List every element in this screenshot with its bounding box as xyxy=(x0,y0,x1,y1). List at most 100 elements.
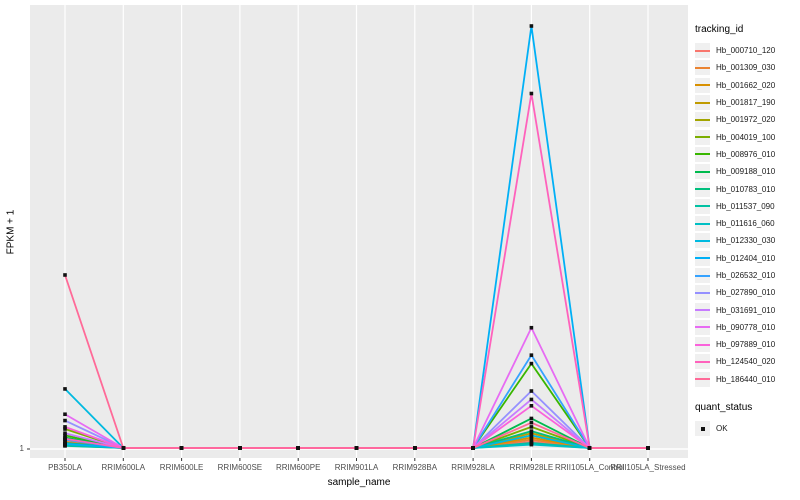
point-marker xyxy=(529,429,534,433)
x-tick-label-3: RRIM600SE xyxy=(217,463,263,472)
legend-key-line-icon xyxy=(695,136,710,139)
point-marker xyxy=(63,433,67,438)
legend-item-label: Hb_004019_100 xyxy=(716,132,776,142)
legend-key-line-icon xyxy=(695,153,710,156)
legend-item-Hb_001662_020: Hb_001662_020 xyxy=(695,77,799,94)
point-marker xyxy=(529,420,534,425)
ok-square-marker-icon xyxy=(700,426,705,431)
point-marker xyxy=(471,446,475,450)
legend-key-box xyxy=(695,233,710,249)
legend-item-Hb_012330_030: Hb_012330_030 xyxy=(695,232,799,249)
point-marker xyxy=(529,435,534,440)
point-marker xyxy=(529,425,534,429)
legend-item-Hb_012404_010: Hb_012404_010 xyxy=(695,250,799,267)
legend-key-line-icon xyxy=(695,326,710,329)
legend-item-label: Hb_001309_030 xyxy=(716,63,776,73)
legend-key-box xyxy=(695,319,710,335)
point-marker xyxy=(529,442,534,447)
legend-item-Hb_001817_190: Hb_001817_190 xyxy=(695,94,799,111)
legend-key-box xyxy=(695,181,710,197)
legend-key-box xyxy=(695,268,710,283)
point-marker xyxy=(238,446,242,450)
legend-item-Hb_011616_060: Hb_011616_060 xyxy=(695,215,799,232)
legend: tracking_id Hb_000710_120 Hb_001309_030 Hb… xyxy=(695,24,799,437)
legend-item-label: Hb_011537_090 xyxy=(716,201,775,211)
point-marker xyxy=(63,418,67,423)
legend-item-label: Hb_001972_020 xyxy=(716,115,776,125)
legend-item-label: OK xyxy=(716,424,728,434)
point-marker xyxy=(63,412,67,417)
legend-item-Hb_027890_010: Hb_027890_010 xyxy=(695,284,799,301)
legend-key-box xyxy=(695,146,710,162)
legend-key-line-icon xyxy=(695,378,710,381)
legend-item-Hb_124540_020: Hb_124540_020 xyxy=(695,353,799,370)
point-marker xyxy=(529,353,534,357)
legend-title-tracking-id: tracking_id xyxy=(695,24,744,35)
legend-key-box xyxy=(695,216,710,232)
legend-item-label: Hb_001817_190 xyxy=(716,98,776,108)
legend-key-box xyxy=(695,302,710,318)
point-marker xyxy=(63,441,67,446)
x-tick-label-5: RRIM901LA xyxy=(334,463,379,472)
y-axis-tick-label: 1 xyxy=(19,444,24,453)
point-marker xyxy=(529,91,534,96)
point-marker xyxy=(529,404,534,408)
legend-item-Hb_186440_010: Hb_186440_010 xyxy=(695,371,799,388)
point-marker xyxy=(529,397,534,402)
point-marker xyxy=(529,325,534,330)
legend-item-label: Hb_000710_120 xyxy=(716,46,776,56)
legend-key-box xyxy=(695,43,710,59)
legend-item-label: Hb_186440_010 xyxy=(716,374,776,384)
legend-key-line-icon xyxy=(695,360,710,363)
legend-item-Hb_090778_010: Hb_090778_010 xyxy=(695,319,799,336)
x-tick-label-0: PB350LA xyxy=(48,463,82,472)
point-marker xyxy=(179,446,184,450)
point-marker xyxy=(529,431,534,436)
x-tick-label-10: RRII105LA_Stressed xyxy=(610,463,686,472)
legend-item-label: Hb_011616_060 xyxy=(716,219,775,229)
legend-key-box xyxy=(695,164,710,180)
legend-key-box xyxy=(695,198,710,214)
legend-item-ok: OK xyxy=(695,420,799,437)
legend-key-box xyxy=(695,60,710,76)
legend-key-box xyxy=(695,421,710,437)
legend-item-label: Hb_031691_010 xyxy=(716,305,776,315)
x-tick-label-7: RRIM928LA xyxy=(451,463,495,472)
legend-item-Hb_011537_090: Hb_011537_090 xyxy=(695,198,799,215)
legend-item-Hb_001309_030: Hb_001309_030 xyxy=(695,59,799,76)
point-marker xyxy=(63,273,67,277)
x-tick-label-4: RRIM600PE xyxy=(275,463,321,472)
point-marker xyxy=(529,433,534,438)
legend-key-line-icon xyxy=(695,170,710,173)
legend-key-line-icon xyxy=(695,101,710,104)
x-tick-label-9: RRII105LA_Control xyxy=(555,463,625,472)
x-axis-title: sample_name xyxy=(327,477,391,488)
x-tick-label-1: RRIM600LA xyxy=(101,463,146,472)
point-marker xyxy=(63,436,67,441)
point-marker xyxy=(646,446,650,450)
legend-item-label: Hb_010783_010 xyxy=(716,184,776,194)
legend-item-label: Hb_026532_010 xyxy=(716,271,776,280)
legend-item-label: Hb_097889_010 xyxy=(716,340,776,350)
legend-key-line-icon xyxy=(695,49,710,52)
legend-key-line-icon xyxy=(695,66,710,69)
legend-item-Hb_097889_010: Hb_097889_010 xyxy=(695,336,799,353)
legend-key-box xyxy=(695,129,710,145)
legend-key-line-icon xyxy=(695,118,710,121)
legend-tracking-items: Hb_000710_120 Hb_001309_030 Hb_001662_020 H… xyxy=(695,42,799,388)
legend-item-label: Hb_027890_010 xyxy=(716,288,776,298)
x-tick-label-6: RRIM928BA xyxy=(392,463,438,472)
legend-title-quant-status: quant_status xyxy=(695,401,753,413)
legend-key-line-icon xyxy=(695,274,710,277)
legend-key-box xyxy=(695,112,710,128)
legend-key-box xyxy=(695,95,710,111)
point-marker xyxy=(529,389,534,393)
point-marker xyxy=(121,446,126,450)
legend-quant-status: quant_status OK xyxy=(695,402,799,437)
legend-item-Hb_004019_100: Hb_004019_100 xyxy=(695,128,799,145)
legend-key-box xyxy=(695,285,710,301)
point-marker xyxy=(587,446,592,450)
point-marker xyxy=(413,446,417,450)
